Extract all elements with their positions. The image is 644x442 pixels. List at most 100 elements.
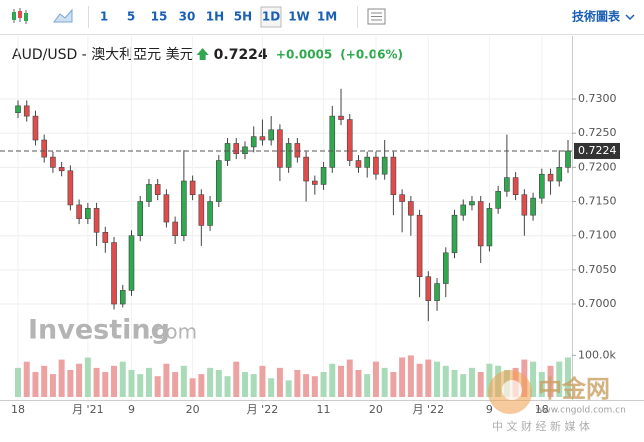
volume-bar: [390, 372, 397, 397]
volume-bar: [49, 374, 56, 397]
volume-bar: [364, 374, 371, 397]
y-tick-label: 0.7050: [578, 263, 617, 276]
candle-body: [390, 156, 397, 196]
dropdown-arrow[interactable]: [625, 14, 635, 21]
y-tick-label: 0.7100: [578, 229, 617, 242]
candle-body: [242, 146, 248, 155]
volume-bar: [58, 359, 65, 397]
interval-button[interactable]: 30: [179, 10, 196, 24]
volume-bar: [311, 376, 318, 397]
interval-button[interactable]: 15: [151, 10, 168, 24]
volume-bar: [407, 355, 414, 397]
candle-body: [41, 139, 47, 158]
candle-body: [408, 201, 414, 216]
interval-button[interactable]: 1H: [206, 10, 224, 24]
technical-chart-link[interactable]: 技術圖表: [572, 9, 621, 24]
candle-body: [76, 204, 82, 219]
volume-bar: [84, 357, 91, 397]
candle-body: [399, 194, 405, 202]
candle-body: [338, 115, 344, 120]
volume-bar: [399, 357, 406, 397]
watermark-brand: Investing: [28, 315, 170, 346]
candle-body: [15, 105, 21, 114]
x-tick-label: 20: [369, 403, 383, 416]
watermark-site-slogan: 中 文 财 经 新 媒 体: [492, 419, 590, 433]
candle-body: [198, 194, 205, 226]
area-icon[interactable]: [53, 8, 73, 23]
volume-bar: [285, 380, 292, 397]
volume-bar: [538, 372, 545, 397]
candle-body: [119, 290, 126, 305]
price-change-pct: (+0.06%): [340, 48, 403, 62]
volume-bar: [111, 365, 118, 397]
volume-bar: [119, 361, 126, 397]
interval-button[interactable]: 5: [127, 10, 135, 24]
volume-bar: [67, 369, 74, 397]
volume-bar: [189, 378, 196, 397]
volume-bar: [180, 365, 187, 397]
volume-tick-label: 100.0k: [578, 348, 616, 361]
indicator-icon[interactable]: [367, 8, 386, 25]
candle-body: [163, 194, 170, 223]
candle-body: [486, 208, 493, 247]
candle-body: [425, 276, 432, 301]
volume-bar: [381, 367, 388, 397]
x-tick-label: 11: [317, 403, 331, 416]
candle-body: [189, 180, 196, 196]
candle-body: [50, 156, 56, 168]
volume-bar: [207, 367, 214, 397]
volume-bar: [276, 367, 283, 397]
interval-button[interactable]: 1: [100, 10, 108, 24]
y-tick-label: 0.7150: [578, 195, 617, 208]
volume-bar: [198, 374, 205, 397]
candle-body: [556, 167, 563, 182]
volume-bar: [434, 361, 441, 397]
volume-bar: [320, 372, 327, 397]
candle-body: [460, 204, 467, 216]
volume-bar: [416, 363, 423, 397]
y-tick-label: 0.7000: [578, 297, 617, 310]
candle-body: [329, 115, 336, 168]
candle-body: [85, 208, 91, 219]
volume-bar: [303, 374, 310, 397]
interval-buttons: 1 5 15 30 1H 5H 1D 1W 1M: [100, 6, 337, 28]
volume-bar: [294, 369, 301, 397]
candle-body: [67, 170, 74, 206]
volume-bar: [355, 369, 362, 397]
interval-button[interactable]: 5H: [234, 10, 252, 24]
volume-bar: [163, 363, 170, 397]
candle-body: [346, 119, 353, 161]
candle-body: [250, 136, 257, 148]
x-tick-label: 18: [11, 403, 25, 416]
volume-bar: [372, 361, 379, 397]
volume-bar: [338, 365, 345, 397]
volume-bar: [145, 367, 152, 397]
y-tick-label: 0.7300: [578, 92, 617, 105]
watermark-site-url: www.cngold.com.cn: [536, 406, 626, 416]
interval-button[interactable]: 1W: [288, 10, 310, 24]
volume-bar: [468, 367, 475, 397]
candle-icon[interactable]: [12, 8, 28, 24]
x-tick-label: 月 '21: [72, 403, 104, 416]
candle-body: [259, 136, 266, 141]
volume-bar: [451, 369, 458, 397]
candle-body: [172, 221, 178, 237]
candle-body: [111, 242, 117, 305]
volume-bar: [547, 365, 554, 397]
interval-button[interactable]: 1M: [317, 10, 337, 24]
volume-bar: [102, 372, 109, 397]
candle-body: [434, 283, 440, 301]
candle-body: [154, 184, 161, 195]
candle-body: [294, 143, 301, 158]
candle-body: [207, 201, 213, 226]
volume-bar: [530, 361, 537, 397]
y-tick-label: 0.7200: [578, 160, 617, 173]
interval-button[interactable]: 1D: [262, 10, 280, 24]
x-tick-label: 18: [535, 403, 549, 416]
volume-bar: [486, 363, 493, 397]
candle-body: [451, 214, 458, 254]
volume-bar: [442, 365, 449, 397]
selected-interval-box: [260, 6, 282, 28]
